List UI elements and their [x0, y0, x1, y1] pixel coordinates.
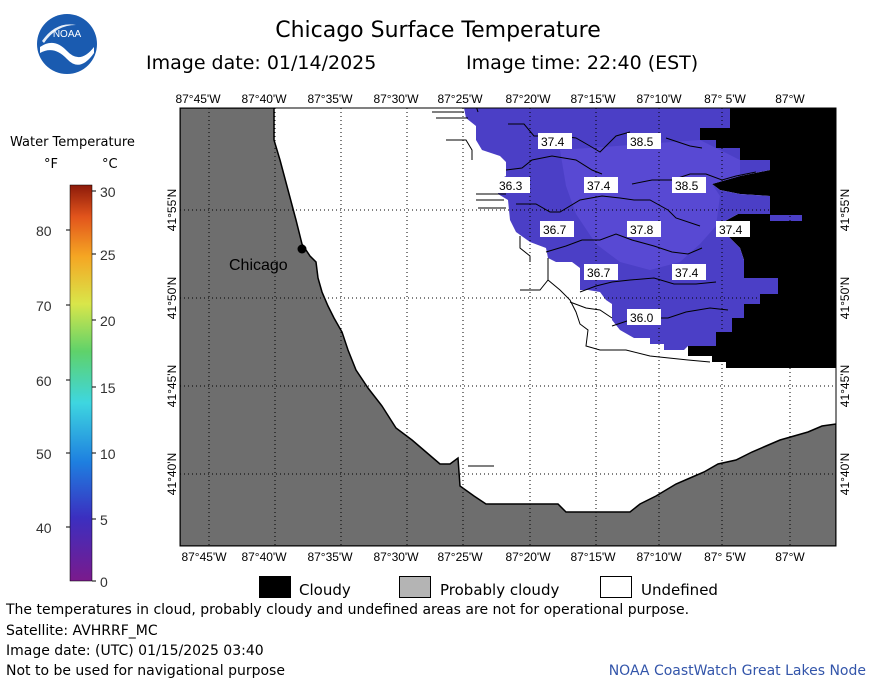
svg-text:87°35'W: 87°35'W — [307, 92, 353, 106]
svg-text:87°25'W: 87°25'W — [437, 92, 483, 106]
svg-text:41°40'N: 41°40'N — [838, 453, 852, 495]
logo-text: NOAA — [53, 29, 82, 40]
lon-labels-top: 87°45'W 87°40'W 87°35'W 87°30'W 87°25'W … — [175, 92, 805, 106]
legend-cloudy-label: Cloudy — [299, 581, 351, 599]
svg-text:87° 5'W: 87° 5'W — [704, 550, 746, 564]
city-label: Chicago — [229, 257, 288, 274]
f-tick: 40 — [36, 520, 52, 536]
footer-satellite: Satellite: AVHRRF_MC — [6, 623, 158, 639]
svg-text:87°20'W: 87°20'W — [505, 92, 551, 106]
svg-text:87°15'W: 87°15'W — [570, 92, 616, 106]
svg-text:87°20'W: 87°20'W — [505, 550, 551, 564]
unit-celsius: °C — [102, 157, 118, 172]
svg-text:87°15'W: 87°15'W — [570, 550, 616, 564]
footer-credit: NOAA CoastWatch Great Lakes Node — [608, 663, 866, 679]
temp-label: 38.5 — [630, 135, 654, 149]
svg-text:41°45'N: 41°45'N — [165, 365, 179, 407]
svg-text:87°25'W: 87°25'W — [437, 550, 483, 564]
c-tick: 25 — [100, 247, 116, 263]
f-tick: 80 — [36, 223, 52, 239]
footer-note: The temperatures in cloud, probably clou… — [6, 602, 690, 618]
svg-text:87°W: 87°W — [775, 92, 805, 106]
svg-text:41°45'N: 41°45'N — [838, 365, 852, 407]
legend-cloudy-swatch — [259, 576, 291, 598]
legend-probably-cloudy-label: Probably cloudy — [440, 581, 560, 599]
svg-text:87°W: 87°W — [775, 550, 805, 564]
svg-text:41°55'N: 41°55'N — [165, 189, 179, 231]
noaa-logo: NOAA — [37, 14, 97, 74]
footer-utc-date: Image date: (UTC) 01/15/2025 03:40 — [6, 643, 264, 659]
legend-probably-cloudy-swatch — [399, 576, 431, 598]
c-tick: 10 — [100, 446, 116, 462]
map-frame — [179, 107, 837, 547]
temp-label: 37.8 — [630, 223, 654, 237]
svg-text:87°45'W: 87°45'W — [175, 92, 221, 106]
city-marker — [297, 244, 307, 254]
f-tick: 70 — [36, 298, 52, 314]
land-west — [180, 108, 836, 546]
temp-label: 37.4 — [675, 266, 699, 280]
c-tick: 5 — [100, 512, 108, 528]
f-tick: 60 — [36, 373, 52, 389]
svg-text:41°50'N: 41°50'N — [838, 277, 852, 319]
image-date: Image date: 01/14/2025 — [146, 52, 377, 74]
svg-text:87° 5'W: 87° 5'W — [704, 92, 746, 106]
legend-undefined-swatch — [600, 576, 632, 598]
svg-text:87°40'W: 87°40'W — [241, 92, 287, 106]
footer-navigation: Not to be used for navigational purpose — [6, 663, 285, 679]
temp-label: 36.0 — [630, 311, 654, 325]
c-tick: 0 — [100, 574, 108, 590]
temp-label: 37.4 — [719, 223, 743, 237]
c-tick: 15 — [100, 380, 116, 396]
temp-label: 37.4 — [587, 179, 611, 193]
svg-text:41°55'N: 41°55'N — [838, 189, 852, 231]
svg-text:41°50'N: 41°50'N — [165, 277, 179, 319]
svg-text:87°35'W: 87°35'W — [307, 550, 353, 564]
temp-label: 36.7 — [543, 223, 567, 237]
isotherm-lines — [432, 108, 757, 467]
temp-label: 36.7 — [587, 266, 611, 280]
temp-label: 36.3 — [499, 179, 523, 193]
svg-text:87°30'W: 87°30'W — [373, 550, 419, 564]
temp-label: 37.4 — [541, 135, 565, 149]
legend-undefined-label: Undefined — [641, 581, 718, 599]
unit-fahrenheit: °F — [44, 157, 58, 172]
scale-title: Water Temperature — [10, 135, 135, 150]
svg-text:87°10'W: 87°10'W — [636, 92, 682, 106]
svg-text:41°40'N: 41°40'N — [165, 453, 179, 495]
map-area: 37.4 38.5 36.3 37.4 38.5 36.7 37.8 37.4 … — [180, 108, 836, 546]
temp-label: 38.5 — [675, 179, 699, 193]
f-tick: 50 — [36, 446, 52, 462]
cloud-east — [688, 108, 836, 368]
color-bar — [69, 184, 93, 582]
color-bar-ticks — [66, 190, 96, 582]
c-tick: 30 — [100, 184, 116, 200]
lat-labels-right: 41°55'N 41°50'N 41°45'N 41°40'N — [838, 189, 852, 495]
svg-text:87°10'W: 87°10'W — [636, 550, 682, 564]
lon-labels-bottom: 87°45'W 87°40'W 87°35'W 87°30'W 87°25'W … — [181, 550, 805, 564]
water-temperature-light — [560, 140, 740, 270]
svg-text:87°30'W: 87°30'W — [373, 92, 419, 106]
lat-labels-left: 41°55'N 41°50'N 41°45'N 41°40'N — [165, 189, 179, 495]
image-time: Image time: 22:40 (EST) — [466, 52, 699, 74]
c-tick: 20 — [100, 313, 116, 329]
svg-text:87°45'W: 87°45'W — [181, 550, 227, 564]
svg-text:87°40'W: 87°40'W — [241, 550, 287, 564]
water-strip — [770, 215, 802, 221]
page-title: Chicago Surface Temperature — [275, 18, 601, 43]
